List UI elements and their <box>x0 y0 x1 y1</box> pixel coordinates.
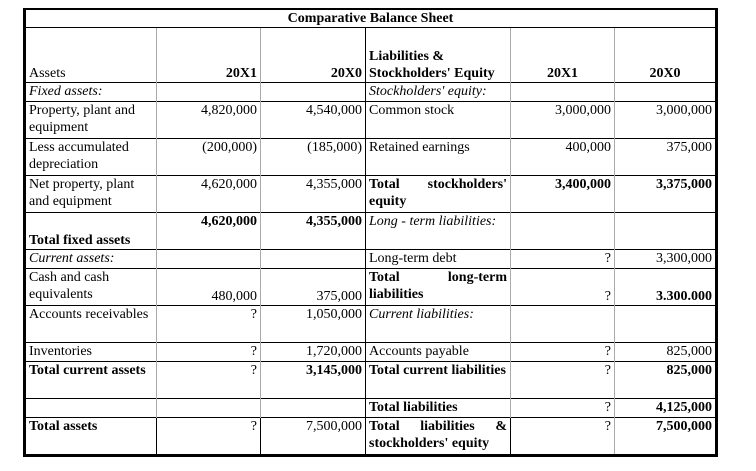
value-cell: ? <box>156 361 261 399</box>
value-cell: 4,540,000 <box>260 101 366 139</box>
table-row: Total current assets? 3,145,000 Total cur… <box>24 361 717 399</box>
value-cell: 3,000,000 <box>614 101 717 139</box>
row-label: Retained earnings <box>365 138 511 176</box>
value-cell: 7,500,000 <box>614 417 717 456</box>
value-cell: 825,000 <box>614 361 717 399</box>
value-cell: 1,720,000 <box>260 342 366 362</box>
header-liabilities: Liabilities & Stockholders' Equity <box>365 27 511 83</box>
value-cell <box>614 212 717 250</box>
value-cell: 4,355,000 <box>260 175 366 213</box>
value-cell: 825,000 <box>614 342 717 362</box>
row-label: Total stockholders' equity <box>365 175 511 213</box>
row-label: Current assets: <box>24 249 157 269</box>
table-row: Fixed assets: Stockholders' equity: <box>24 82 717 102</box>
header-assets: Assets <box>24 27 157 83</box>
table-title: Comparative Balance Sheet <box>24 8 717 28</box>
value-cell: ? <box>156 342 261 362</box>
table-row: Total liabilities? 4,125,000 <box>24 398 717 418</box>
value-cell <box>260 82 366 102</box>
value-cell <box>614 82 717 102</box>
row-label: Stockholders' equity: <box>365 82 511 102</box>
row-label: Property, plant and equipment <box>24 101 157 139</box>
value-cell <box>510 212 615 250</box>
value-cell: ? <box>510 361 615 399</box>
row-label: Cash and cash equivalents <box>24 268 157 306</box>
value-cell: 4,620,000 <box>156 212 261 250</box>
row-label: Total fixed assets <box>24 212 157 250</box>
value-cell: 1,050,000 <box>260 305 366 343</box>
value-cell <box>260 398 366 418</box>
table-row: Total fixed assets 4,620,000 4,355,000 Lon… <box>24 212 717 250</box>
row-label: Accounts payable <box>365 342 511 362</box>
table-row: Less accumulated depreciation (200,000) (1… <box>24 138 717 176</box>
value-cell: ? <box>156 305 261 343</box>
table-row: Total assets? 7,500,000 Total liabilities… <box>24 417 717 456</box>
value-cell: 4,820,000 <box>156 101 261 139</box>
value-cell: 480,000 <box>156 268 261 306</box>
row-label: Net property, plant and equipment <box>24 175 157 213</box>
value-cell: 3,145,000 <box>260 361 366 399</box>
balance-sheet-table: Comparative Balance Sheet Assets 20X1 20… <box>23 8 718 457</box>
row-label <box>24 398 157 418</box>
value-cell: ? <box>510 398 615 418</box>
value-cell: ? <box>510 342 615 362</box>
row-label: Less accumulated depreciation <box>24 138 157 176</box>
value-cell: ? <box>156 417 261 456</box>
value-cell: 3,400,000 <box>510 175 615 213</box>
value-cell <box>510 305 615 343</box>
header-assets-20x1: 20X1 <box>156 27 261 83</box>
value-cell: 375,000 <box>614 138 717 176</box>
row-label: Total liabilities <box>365 398 511 418</box>
value-cell: 3,300,000 <box>614 249 717 269</box>
value-cell <box>510 82 615 102</box>
header-liabilities-20x1: 20X1 <box>510 27 615 83</box>
value-cell: ? <box>510 268 615 306</box>
row-label: Accounts receivables <box>24 305 157 343</box>
row-label: Total liabilities & stockholders' equity <box>365 417 511 456</box>
value-cell <box>156 249 261 269</box>
value-cell <box>260 249 366 269</box>
value-cell: ? <box>510 249 615 269</box>
value-cell: ? <box>510 417 615 456</box>
header-row: Assets 20X1 20X0 Liabilities & Stockhold… <box>24 27 717 83</box>
row-label: Total current liabilities <box>365 361 511 399</box>
value-cell: 4,125,000 <box>614 398 717 418</box>
value-cell <box>614 305 717 343</box>
row-label: Total assets <box>24 417 157 456</box>
value-cell: 3,000,000 <box>510 101 615 139</box>
row-label: Long - term liabilities: <box>365 212 511 250</box>
row-label: Current liabilities: <box>365 305 511 343</box>
header-assets-20x0: 20X0 <box>260 27 366 83</box>
value-cell: 4,355,000 <box>260 212 366 250</box>
value-cell <box>156 82 261 102</box>
value-cell: 3.300.000 <box>614 268 717 306</box>
value-cell: (185,000) <box>260 138 366 176</box>
row-label: Total current assets <box>24 361 157 399</box>
value-cell: 400,000 <box>510 138 615 176</box>
value-cell: 7,500,000 <box>260 417 366 456</box>
row-label: Common stock <box>365 101 511 139</box>
row-label: Total long-term liabilities <box>365 268 511 306</box>
table-row: Accounts receivables? 1,050,000 Current l… <box>24 305 717 343</box>
value-cell <box>156 398 261 418</box>
title-row: Comparative Balance Sheet <box>24 8 717 28</box>
table-row: Property, plant and equipment 4,820,000 4,… <box>24 101 717 139</box>
value-cell: 3,375,000 <box>614 175 717 213</box>
value-cell: 4,620,000 <box>156 175 261 213</box>
row-label: Fixed assets: <box>24 82 157 102</box>
value-cell: 375,000 <box>260 268 366 306</box>
row-label: Inventories <box>24 342 157 362</box>
row-label: Long-term debt <box>365 249 511 269</box>
table-row: Current assets: Long-term debt? 3,300,000 <box>24 249 717 269</box>
value-cell: (200,000) <box>156 138 261 176</box>
table-row: Net property, plant and equipment 4,620,0… <box>24 175 717 213</box>
table-row: Cash and cash equivalents 480,000 375,000 … <box>24 268 717 306</box>
header-liabilities-20x0: 20X0 <box>614 27 717 83</box>
table-row: Inventories? 1,720,000 Accounts payable? 8… <box>24 342 717 362</box>
